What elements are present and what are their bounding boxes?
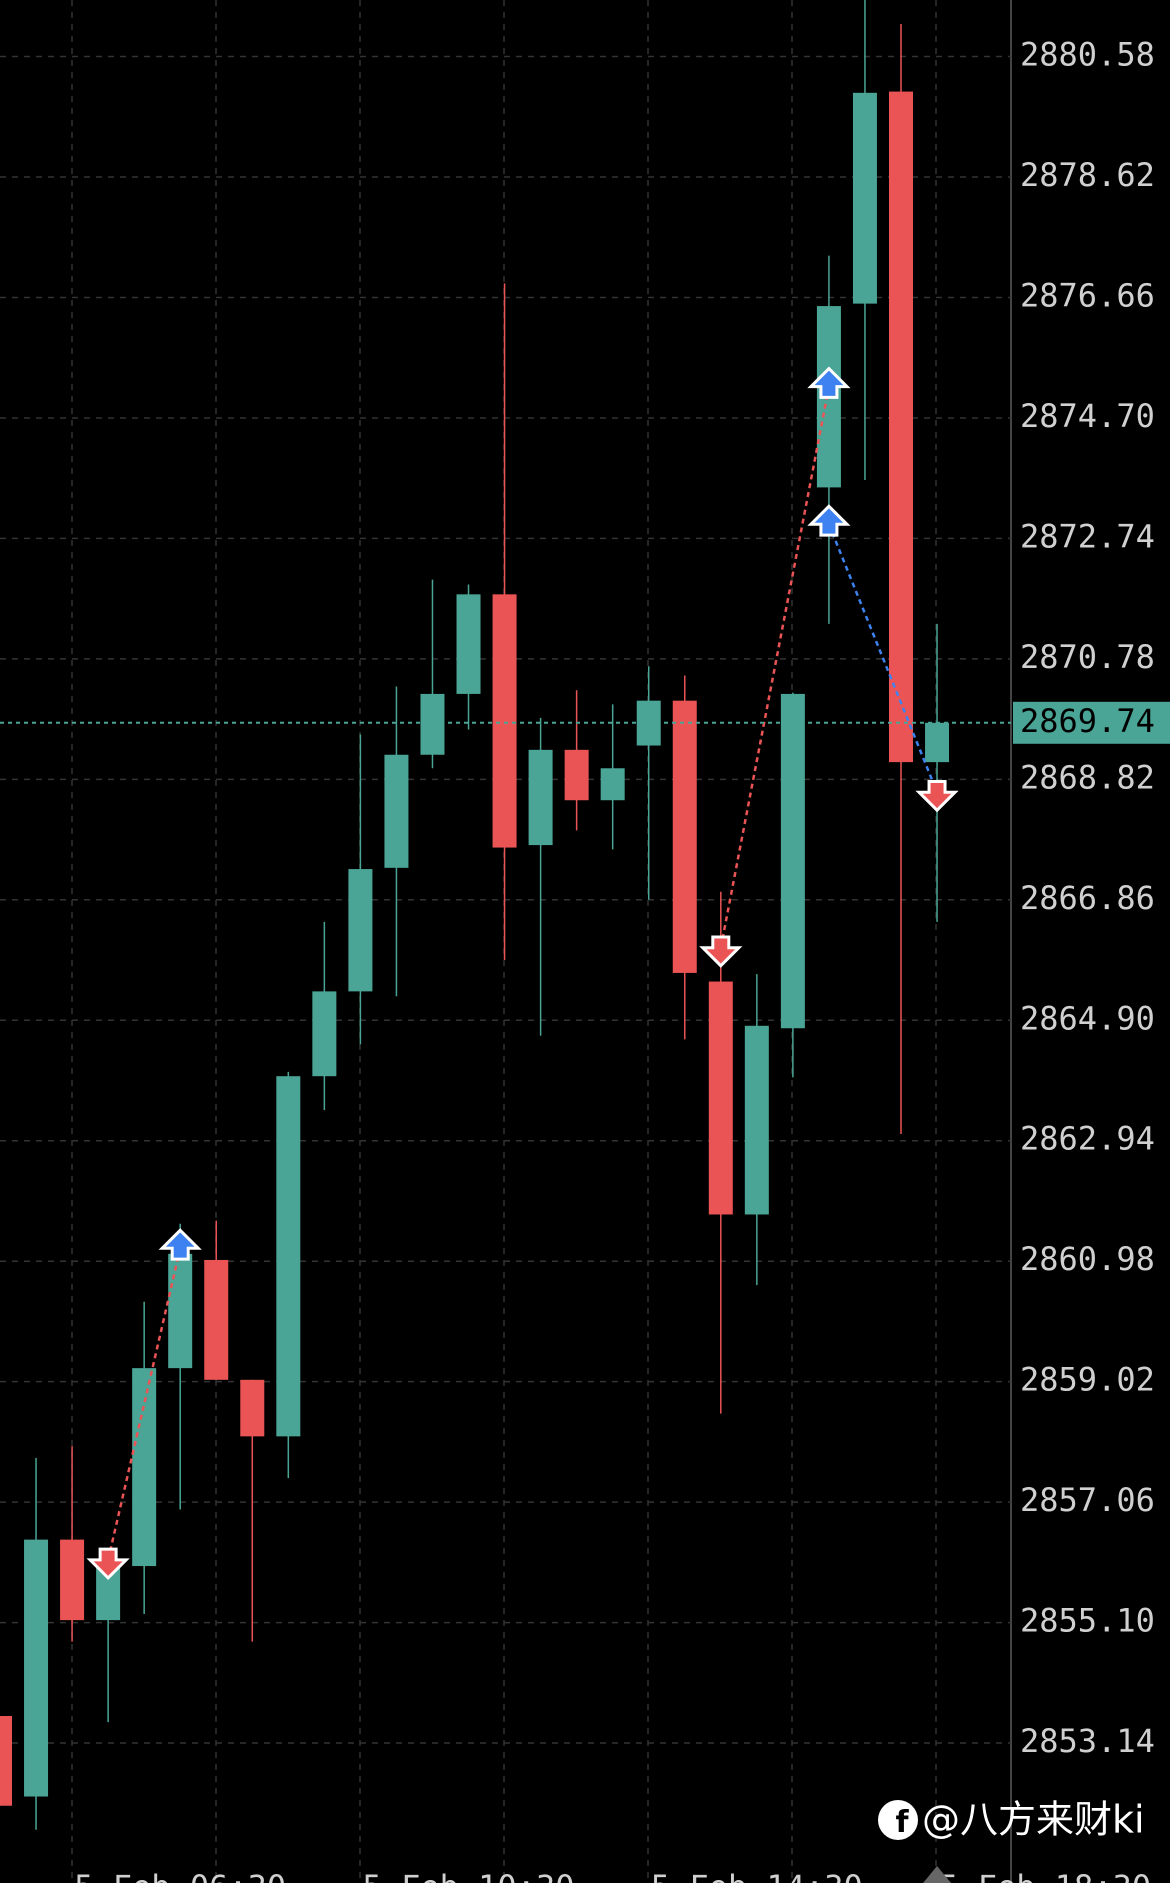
sell-arrow: [915, 779, 959, 813]
candle-body: [348, 869, 373, 992]
y-tick-label: 2868.82: [1020, 758, 1155, 796]
candle-body: [852, 92, 877, 304]
watermark-icon: [878, 1800, 918, 1840]
y-tick-label: 2870.78: [1020, 638, 1155, 676]
sell-arrow: [699, 935, 743, 968]
trade-line: [827, 523, 939, 793]
y-tick-label: 2853.14: [1020, 1722, 1155, 1760]
y-tick-label: 2857.06: [1020, 1481, 1155, 1519]
candle-body: [168, 1253, 193, 1369]
candle-body: [528, 749, 553, 846]
y-tick-label: 2874.70: [1020, 397, 1155, 435]
y-tick-label: 2859.02: [1020, 1361, 1155, 1399]
candle-body: [456, 594, 481, 694]
candle-body: [240, 1379, 265, 1437]
candle-body: [889, 91, 913, 763]
candle-body: [0, 1716, 12, 1806]
watermark-icon-letter: f: [895, 1805, 909, 1840]
buy-arrow: [807, 504, 851, 537]
candle-body: [564, 749, 589, 801]
candle-body: [708, 981, 733, 1215]
y-tick-label: 2872.74: [1020, 517, 1155, 555]
candle-body: [492, 594, 517, 848]
watermark: f @八方来财ki: [878, 1798, 1145, 1842]
candle-body: [132, 1368, 157, 1567]
candle-body: [24, 1539, 49, 1797]
candle-body: [672, 700, 697, 973]
x-tick-label: 5 Feb 06:30: [74, 1868, 286, 1883]
y-tick-label: 2880.58: [1020, 36, 1155, 74]
candle-body: [420, 693, 445, 755]
x-tick-label: 5 Feb 14:30: [651, 1868, 863, 1883]
y-tick-label: 2860.98: [1020, 1240, 1155, 1278]
y-tick-label: 2878.62: [1020, 156, 1155, 194]
candle-body: [276, 1076, 301, 1437]
candle-body: [312, 991, 337, 1077]
y-tick-label: 2855.10: [1020, 1602, 1155, 1640]
buy-arrow: [158, 1228, 202, 1261]
y-tick-label: 2876.66: [1020, 276, 1155, 314]
candle-body: [384, 754, 409, 868]
candle-body: [925, 722, 950, 763]
buy-arrow: [807, 366, 851, 399]
candle-body: [780, 693, 805, 1029]
x-tick-label: 5 Feb 10:30: [363, 1868, 575, 1883]
y-tick-label: 2862.94: [1020, 1120, 1155, 1158]
x-cursor-marker: [923, 1866, 952, 1883]
x-tick-label: 5 Feb 18:30: [939, 1868, 1151, 1883]
candle-body: [600, 768, 625, 801]
watermark-text: @八方来财ki: [922, 1798, 1145, 1842]
y-tick-label: 2864.90: [1020, 999, 1155, 1037]
sell-arrow: [86, 1547, 130, 1581]
y-tick-label: 2866.86: [1020, 879, 1155, 917]
candle-body: [204, 1259, 229, 1380]
last-price-box: [1013, 701, 1170, 744]
candle-body: [744, 1025, 769, 1215]
candle-body: [60, 1539, 85, 1621]
last-price-label: 2869.74: [1020, 702, 1155, 740]
